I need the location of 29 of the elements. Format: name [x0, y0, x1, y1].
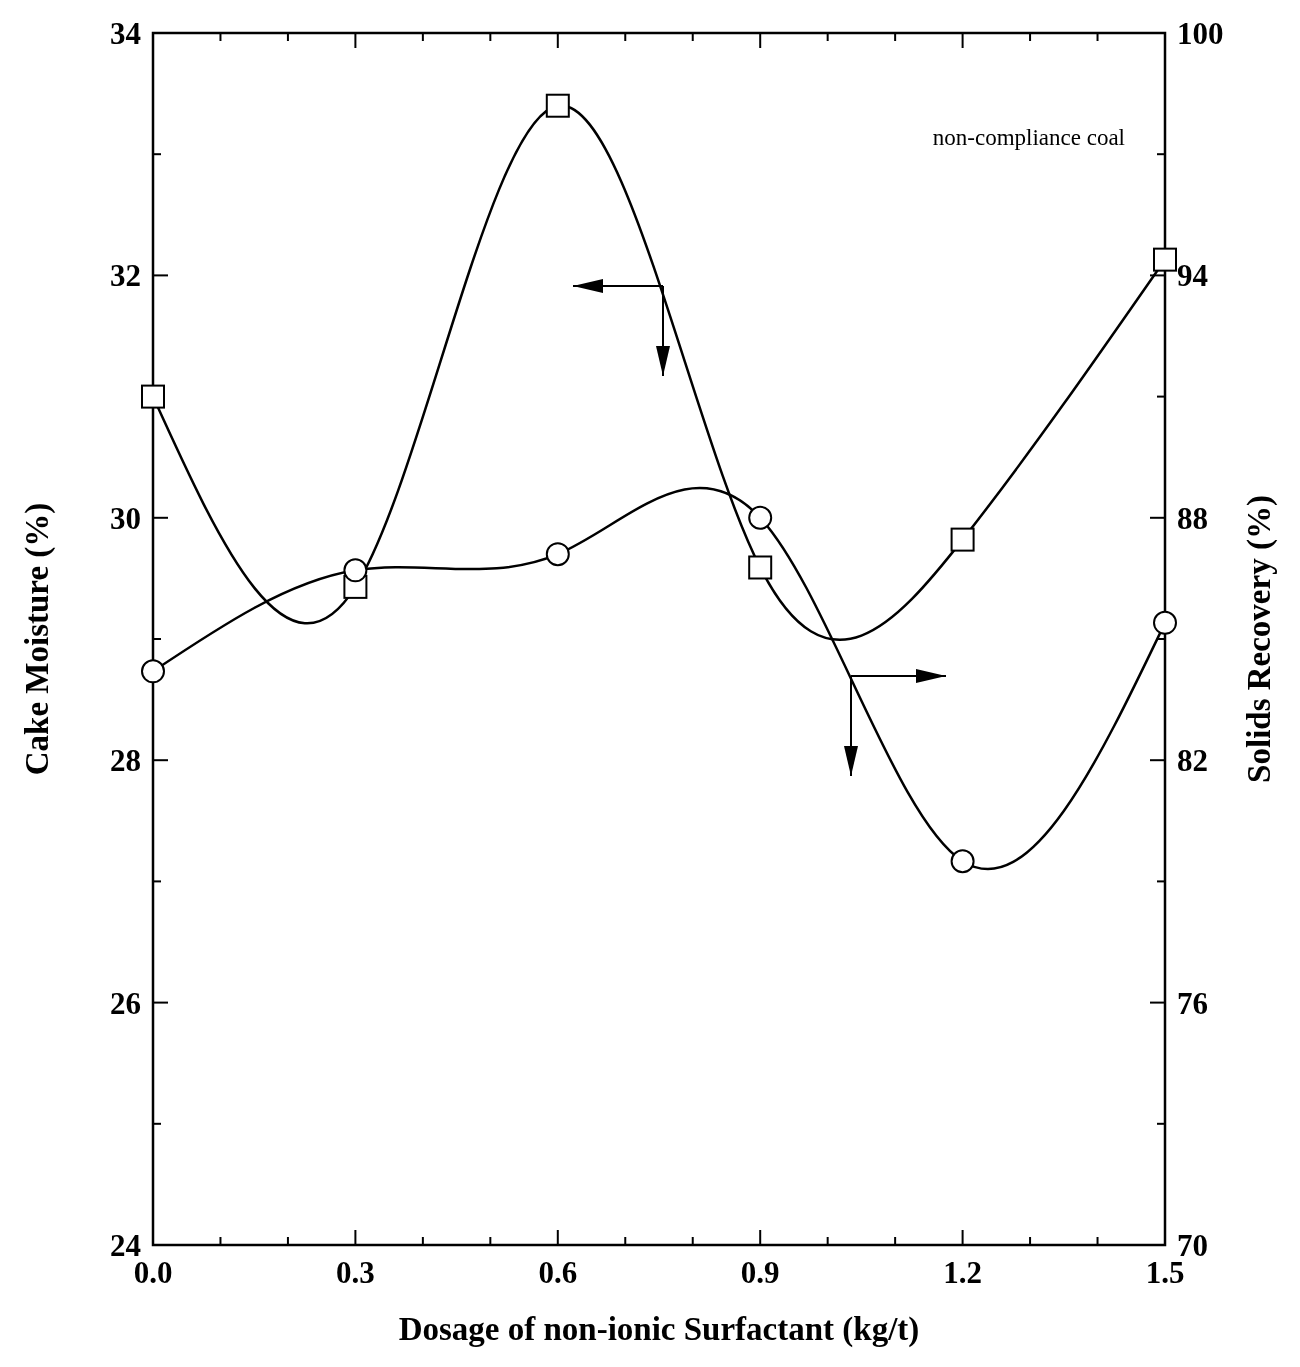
y-tick-label: 28: [110, 743, 141, 779]
x-tick-label: 1.2: [943, 1255, 982, 1290]
point: [748, 555, 773, 580]
point: [1153, 610, 1177, 635]
y-tick-label: 30: [110, 500, 141, 536]
y-tick-label: 34: [110, 16, 141, 51]
x-axis-title: Dosage of non-ionic Surfactant (kg/t): [398, 1311, 920, 1348]
annotation: non-compliance coal: [932, 125, 1125, 150]
y2-tick-label: 94: [1177, 258, 1208, 294]
y-tick-label: 26: [110, 985, 141, 1021]
point: [950, 527, 975, 552]
point: [545, 93, 570, 118]
x-tick-label: 0.6: [538, 1255, 578, 1290]
y-axis-title: Cake Moisture (%): [19, 502, 56, 776]
y-tick-label: 32: [110, 258, 141, 294]
y2-tick-label: 76: [1177, 985, 1208, 1021]
point: [748, 505, 773, 530]
point: [343, 558, 368, 583]
y2-tick-label: 88: [1177, 500, 1208, 536]
point: [141, 659, 165, 684]
x-tick-label: 0.9: [740, 1255, 780, 1290]
point: [545, 542, 570, 567]
point: [141, 384, 165, 409]
point: [1153, 247, 1177, 272]
x-tick-label: 0.3: [336, 1255, 375, 1290]
y2-axis-title: Solids Recovery (%): [1241, 495, 1278, 783]
y2-tick-label: 100: [1177, 16, 1224, 51]
point: [950, 849, 975, 874]
y2-tick-label: 82: [1177, 743, 1208, 779]
